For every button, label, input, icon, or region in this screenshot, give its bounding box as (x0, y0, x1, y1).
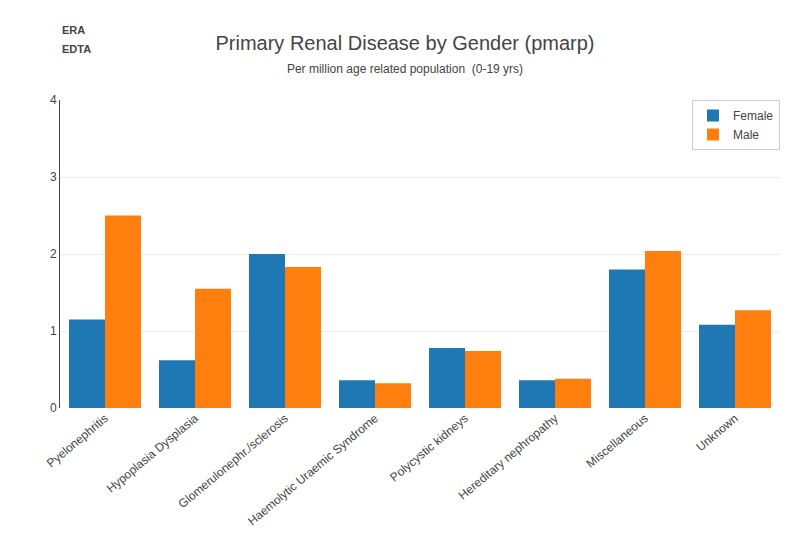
svg-text:EDTA: EDTA (62, 43, 91, 55)
svg-text:Haemolytic Uraemic Syndrome: Haemolytic Uraemic Syndrome (245, 411, 381, 528)
svg-text:2: 2 (50, 247, 57, 261)
svg-text:Miscellaneous: Miscellaneous (584, 411, 651, 471)
svg-text:0: 0 (50, 401, 57, 415)
svg-text:Unknown: Unknown (693, 411, 740, 454)
svg-text:3: 3 (50, 170, 57, 184)
svg-text:Polycystic kidneys: Polycystic kidneys (387, 411, 471, 484)
svg-text:Male: Male (733, 128, 759, 142)
svg-text:Hereditary nephropathy: Hereditary nephropathy (456, 411, 561, 502)
svg-text:Pyelonephritis: Pyelonephritis (44, 411, 111, 470)
svg-text:Per million age related popula: Per million age related population (0-19… (287, 62, 523, 76)
svg-text:Female: Female (733, 109, 773, 123)
svg-text:Hypoplasia Dysplasia: Hypoplasia Dysplasia (104, 411, 201, 496)
svg-text:4: 4 (50, 93, 57, 107)
svg-text:1: 1 (50, 324, 57, 338)
svg-text:Primary Renal Disease by Gende: Primary Renal Disease by Gender (pmarp) (215, 32, 594, 54)
svg-text:Glomerulonephr./sclerosis: Glomerulonephr./sclerosis (176, 411, 291, 511)
svg-text:ERA: ERA (62, 24, 85, 36)
